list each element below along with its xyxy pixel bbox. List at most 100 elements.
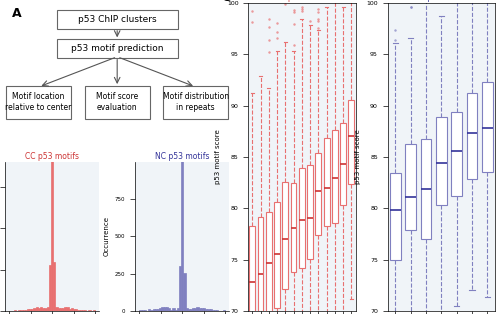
Bar — [49, 265, 51, 311]
PathPatch shape — [466, 93, 477, 179]
Bar — [148, 309, 150, 311]
Bar — [198, 308, 201, 311]
Bar — [44, 308, 46, 311]
PathPatch shape — [299, 168, 304, 268]
FancyBboxPatch shape — [84, 86, 150, 119]
Text: p53 ChIP clusters: p53 ChIP clusters — [78, 15, 156, 24]
Bar — [184, 273, 186, 311]
PathPatch shape — [436, 116, 446, 205]
PathPatch shape — [316, 153, 322, 235]
PathPatch shape — [250, 226, 255, 314]
Bar — [60, 308, 62, 311]
Bar — [150, 310, 152, 311]
Bar — [62, 308, 64, 311]
Bar — [29, 309, 32, 311]
Bar — [140, 310, 141, 311]
Bar — [196, 306, 198, 311]
Bar — [188, 309, 190, 311]
PathPatch shape — [332, 130, 338, 223]
FancyBboxPatch shape — [163, 86, 228, 119]
Bar — [71, 308, 73, 311]
PathPatch shape — [420, 139, 432, 239]
FancyBboxPatch shape — [56, 10, 178, 29]
Bar — [152, 309, 155, 311]
Bar — [162, 307, 164, 311]
Bar — [20, 310, 22, 311]
Bar — [27, 310, 29, 311]
Bar — [14, 310, 16, 311]
Bar — [210, 309, 212, 311]
PathPatch shape — [482, 82, 492, 172]
Title: CC p53 motifs: CC p53 motifs — [25, 152, 79, 161]
Bar — [170, 310, 172, 311]
Bar — [166, 307, 168, 311]
Bar — [216, 310, 218, 311]
Bar — [212, 310, 214, 311]
Bar — [181, 122, 184, 311]
Bar — [174, 310, 176, 311]
Bar — [192, 308, 194, 311]
Bar — [172, 308, 174, 311]
PathPatch shape — [390, 173, 400, 260]
Text: Motif location
relative to center: Motif location relative to center — [6, 92, 72, 112]
PathPatch shape — [452, 112, 462, 196]
Bar — [73, 309, 75, 311]
Bar — [51, 155, 53, 311]
Bar — [66, 307, 68, 311]
Bar — [168, 308, 170, 311]
Bar — [58, 308, 60, 311]
Text: C: C — [222, 0, 230, 4]
Bar — [92, 310, 95, 311]
PathPatch shape — [274, 202, 280, 308]
Text: Motif distribution
in repeats: Motif distribution in repeats — [162, 92, 229, 112]
Bar — [223, 310, 225, 311]
Bar — [155, 309, 157, 311]
Bar — [53, 262, 56, 311]
Bar — [40, 307, 42, 311]
Bar — [176, 308, 179, 311]
PathPatch shape — [348, 100, 354, 184]
Bar — [208, 309, 210, 311]
Bar — [18, 310, 21, 311]
Bar — [201, 308, 203, 311]
Bar — [179, 266, 181, 311]
PathPatch shape — [266, 212, 272, 312]
Bar — [75, 309, 78, 311]
Bar — [80, 310, 82, 311]
Y-axis label: p53 motif score: p53 motif score — [355, 130, 361, 184]
PathPatch shape — [406, 143, 416, 230]
Bar — [64, 307, 66, 311]
Y-axis label: Occurrence: Occurrence — [104, 216, 110, 257]
Text: A: A — [12, 7, 22, 20]
Bar — [190, 309, 192, 311]
Bar — [164, 307, 166, 311]
Bar — [203, 308, 205, 311]
Bar — [38, 308, 40, 311]
Bar — [46, 307, 49, 311]
Text: Motif score
evaluation: Motif score evaluation — [96, 92, 138, 112]
Title: NC p53 motifs: NC p53 motifs — [155, 152, 210, 161]
Bar — [68, 309, 71, 311]
Bar — [159, 308, 162, 311]
Bar — [34, 308, 35, 311]
Bar — [78, 310, 80, 311]
Bar — [42, 308, 44, 311]
PathPatch shape — [258, 217, 264, 311]
Bar — [206, 309, 208, 311]
Bar — [194, 308, 196, 311]
Title: CC p53 motifs: CC p53 motifs — [275, 0, 329, 3]
Text: p53 motif prediction: p53 motif prediction — [71, 44, 164, 53]
FancyBboxPatch shape — [56, 39, 178, 58]
PathPatch shape — [324, 138, 330, 226]
Bar — [157, 309, 159, 311]
Bar — [36, 307, 38, 311]
Title: NC p53 motifs: NC p53 motifs — [414, 0, 469, 3]
Bar — [186, 308, 188, 311]
Bar — [32, 309, 34, 311]
Y-axis label: p53 motif score: p53 motif score — [216, 130, 222, 184]
Bar — [214, 310, 216, 311]
Bar — [144, 310, 146, 311]
PathPatch shape — [290, 182, 296, 272]
PathPatch shape — [340, 123, 346, 205]
FancyBboxPatch shape — [6, 86, 71, 119]
